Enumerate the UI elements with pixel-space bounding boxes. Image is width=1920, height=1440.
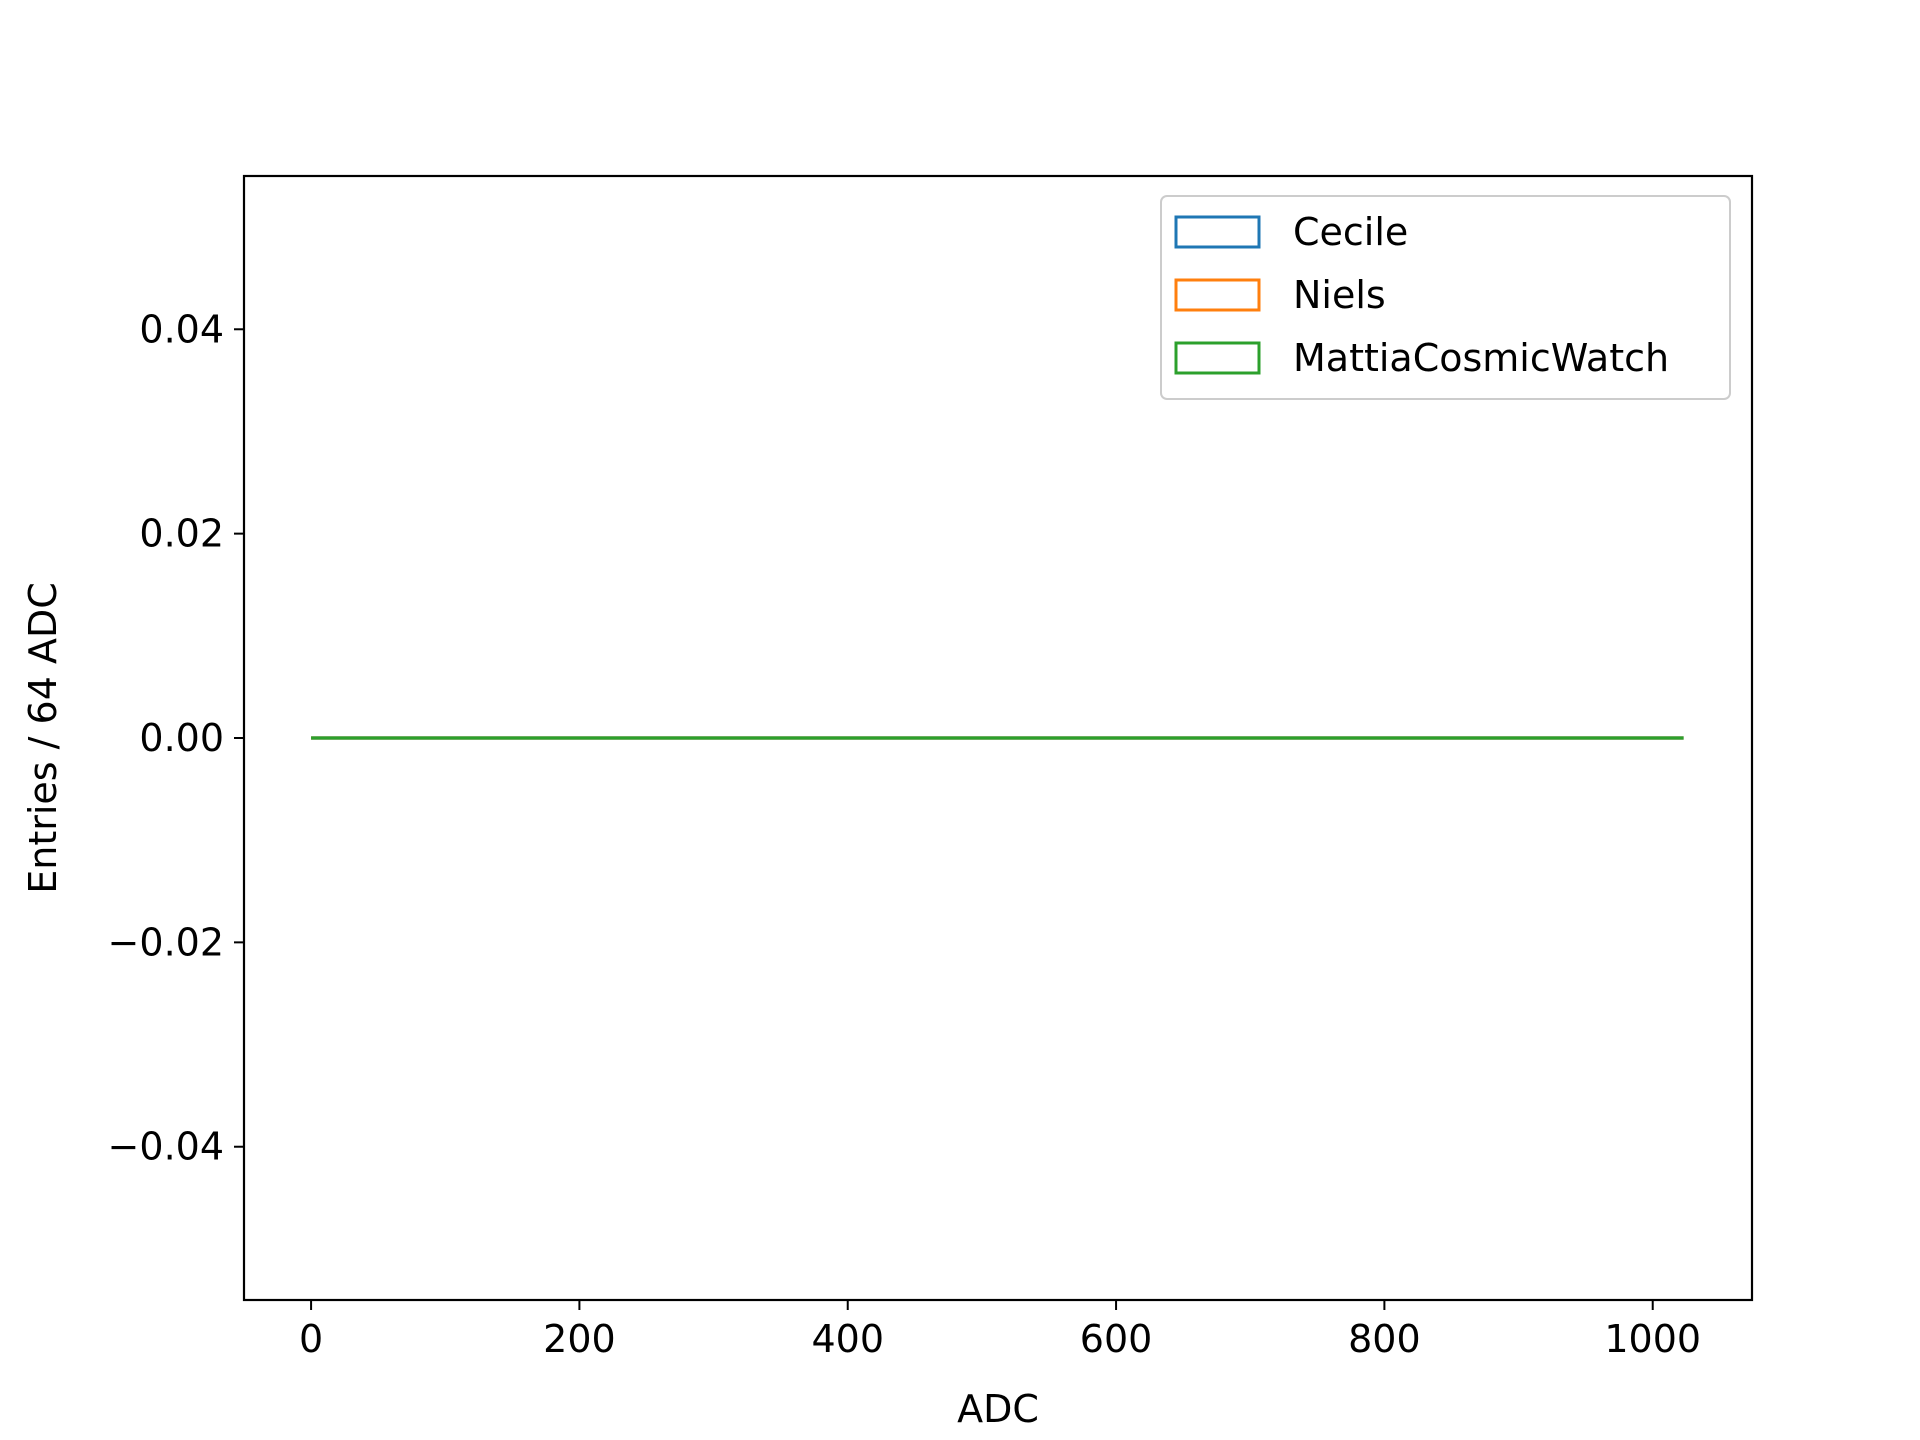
y-axis-ticks: −0.04 −0.02 0.00 0.02 0.04 [108,307,244,1169]
x-axis-ticks: 0 200 400 600 800 1000 [299,1300,1701,1361]
y-tick-label: 0.04 [139,307,224,351]
legend-swatch-2 [1174,341,1261,375]
legend-box [1160,195,1731,400]
x-tick-label: 200 [543,1317,616,1361]
y-tick-label: 0.02 [139,512,224,556]
legend-items: Cecile Niels MattiaCosmicWatch [1174,210,1669,380]
x-tick-label: 1000 [1604,1317,1701,1361]
legend-label-1: Niels [1293,273,1386,317]
legend-label-2: MattiaCosmicWatch [1293,336,1669,380]
x-tick-label: 600 [1080,1317,1153,1361]
y-tick-label: 0.00 [139,716,224,760]
x-tick-label: 800 [1348,1317,1421,1361]
y-tick-label: −0.04 [108,1125,224,1169]
x-tick-label: 0 [299,1317,323,1361]
legend: Cecile Niels MattiaCosmicWatch [1160,195,1731,400]
legend-swatch-0 [1174,215,1261,249]
y-tick-label: −0.02 [108,920,224,964]
legend-label-0: Cecile [1293,210,1408,254]
legend-swatch-1 [1174,278,1261,312]
x-tick-label: 400 [811,1317,884,1361]
y-axis-label: Entries / 64 ADC [21,582,65,894]
x-axis-label: ADC [957,1387,1039,1431]
